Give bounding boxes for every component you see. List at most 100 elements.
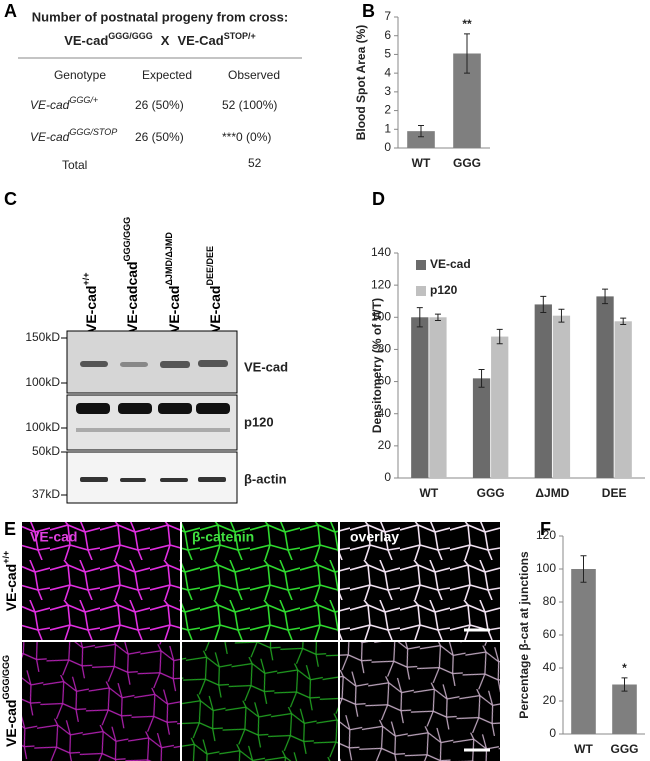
error-bar [434, 313, 441, 321]
x-tick-label: DEE [602, 486, 627, 500]
error-bar [602, 288, 609, 305]
panel-label: F [540, 519, 551, 539]
protein-label: p120 [244, 414, 274, 429]
row-base: VE-cad [3, 564, 19, 611]
row-sup: +/+ [1, 551, 11, 564]
bar [614, 321, 632, 478]
marker-label: 100kD [25, 420, 60, 434]
x-tick-label: GGG [453, 156, 481, 170]
error-bar [580, 555, 587, 583]
x-tick-label: WT [412, 156, 431, 170]
row-sup: GGG/GGG [1, 655, 11, 700]
lane-sup: ΔJMD/ΔJMD [164, 232, 174, 286]
panel-label: A [4, 1, 17, 21]
bar [429, 317, 447, 478]
genotype-sup: STOP/+ [224, 31, 256, 41]
lane-label: VE-cadDEE/DEE [205, 246, 222, 333]
x-tick-label: WT [574, 742, 593, 756]
y-tick-label: 100 [371, 309, 391, 323]
lane-base: VE-cad [207, 286, 223, 333]
lane-base: VE-cadcad [124, 261, 140, 333]
protein-label: VE-cad [244, 359, 288, 374]
significance: ** [462, 17, 472, 31]
y-tick-label: 120 [536, 528, 556, 542]
lane-label: VE-cadcadGGG/GGG [122, 217, 139, 333]
genotype-sup: GGG/+ [69, 95, 98, 105]
y-tick-label: 120 [371, 277, 391, 291]
y-tick-label: 7 [384, 9, 391, 23]
bar [491, 336, 509, 478]
error-bar [558, 308, 565, 323]
table-title: Number of postnatal progeny from cross: [32, 9, 288, 24]
bar [411, 317, 429, 478]
y-tick-label: 6 [384, 28, 391, 42]
genotype-sup: GGG/GGG [108, 31, 153, 41]
table-cell: 26 (50%) [135, 130, 184, 144]
table-cell: 52 (100%) [222, 98, 277, 112]
protein-label: β-actin [244, 471, 287, 486]
table-header: Genotype [54, 68, 106, 82]
y-tick-label: 0 [384, 470, 391, 484]
significance: * [622, 661, 627, 675]
table-cell: 26 (50%) [135, 98, 184, 112]
y-tick-label: 20 [378, 438, 392, 452]
bar [612, 684, 637, 734]
table-cell: VE-cadGGG/+ [30, 95, 98, 112]
panel-label: B [362, 1, 375, 21]
lane-base: VE-cad [83, 286, 99, 333]
error-bar [418, 125, 424, 138]
y-axis-label: Percentage β-cat at junctions [517, 551, 531, 719]
lane-label: VE-cadΔJMD/ΔJMD [164, 232, 181, 333]
error-bar [464, 33, 470, 74]
y-tick-label: 0 [384, 140, 391, 154]
y-axis-label: Blood Spot Area (%) [354, 25, 368, 141]
bar [407, 131, 435, 148]
y-tick-label: 20 [543, 693, 557, 707]
micrographs [22, 522, 500, 761]
channel-label: overlay [350, 529, 399, 545]
x-tick-label: GGG [477, 486, 505, 500]
panel-label: C [4, 189, 17, 209]
y-tick-label: 80 [543, 594, 557, 608]
panel-label: E [4, 519, 16, 539]
y-tick-label: 1 [384, 121, 391, 135]
y-tick-label: 80 [378, 342, 392, 356]
panel-label: D [372, 189, 385, 209]
channel-label: β-catenin [192, 529, 254, 545]
y-tick-label: 4 [384, 65, 391, 79]
y-tick-label: 100 [536, 561, 556, 575]
lane-sup: DEE/DEE [205, 246, 215, 286]
error-bar [620, 317, 627, 326]
y-tick-label: 2 [384, 103, 391, 117]
genotype-base: VE-cad [30, 98, 70, 112]
y-tick-label: 60 [378, 374, 392, 388]
legend-label: p120 [430, 283, 458, 297]
legend-swatch [416, 286, 426, 296]
marker-label: 100kD [25, 375, 60, 389]
genotype-base: VE-cad [64, 33, 108, 48]
table-cell: VE-cadGGG/STOP [30, 127, 117, 144]
x-tick-label: WT [420, 486, 439, 500]
legend-swatch [416, 260, 426, 270]
y-tick-label: 60 [543, 627, 557, 641]
marker-ticks [61, 337, 67, 496]
marker-label: 37kD [32, 487, 60, 501]
table-header: Expected [142, 68, 192, 82]
error-bar [478, 369, 485, 388]
y-tick-label: 5 [384, 47, 391, 61]
genotype-sup: GGG/STOP [69, 127, 117, 137]
error-bar [621, 677, 628, 692]
genotype-base: VE-cad [30, 130, 70, 144]
marker-label: 150kD [25, 330, 60, 344]
lane-base: VE-cad [166, 286, 182, 333]
blot-bands [80, 477, 226, 482]
bar [571, 569, 596, 734]
legend-label: VE-cad [430, 257, 471, 271]
bar [596, 296, 614, 478]
cross: VE-cadGGG/GGG X VE-CadSTOP/+ [64, 31, 256, 48]
marker-label: 50kD [32, 444, 60, 458]
bar [472, 378, 491, 478]
error-bar [540, 295, 547, 313]
bar [534, 304, 552, 478]
row-base: VE-cad [3, 700, 19, 747]
